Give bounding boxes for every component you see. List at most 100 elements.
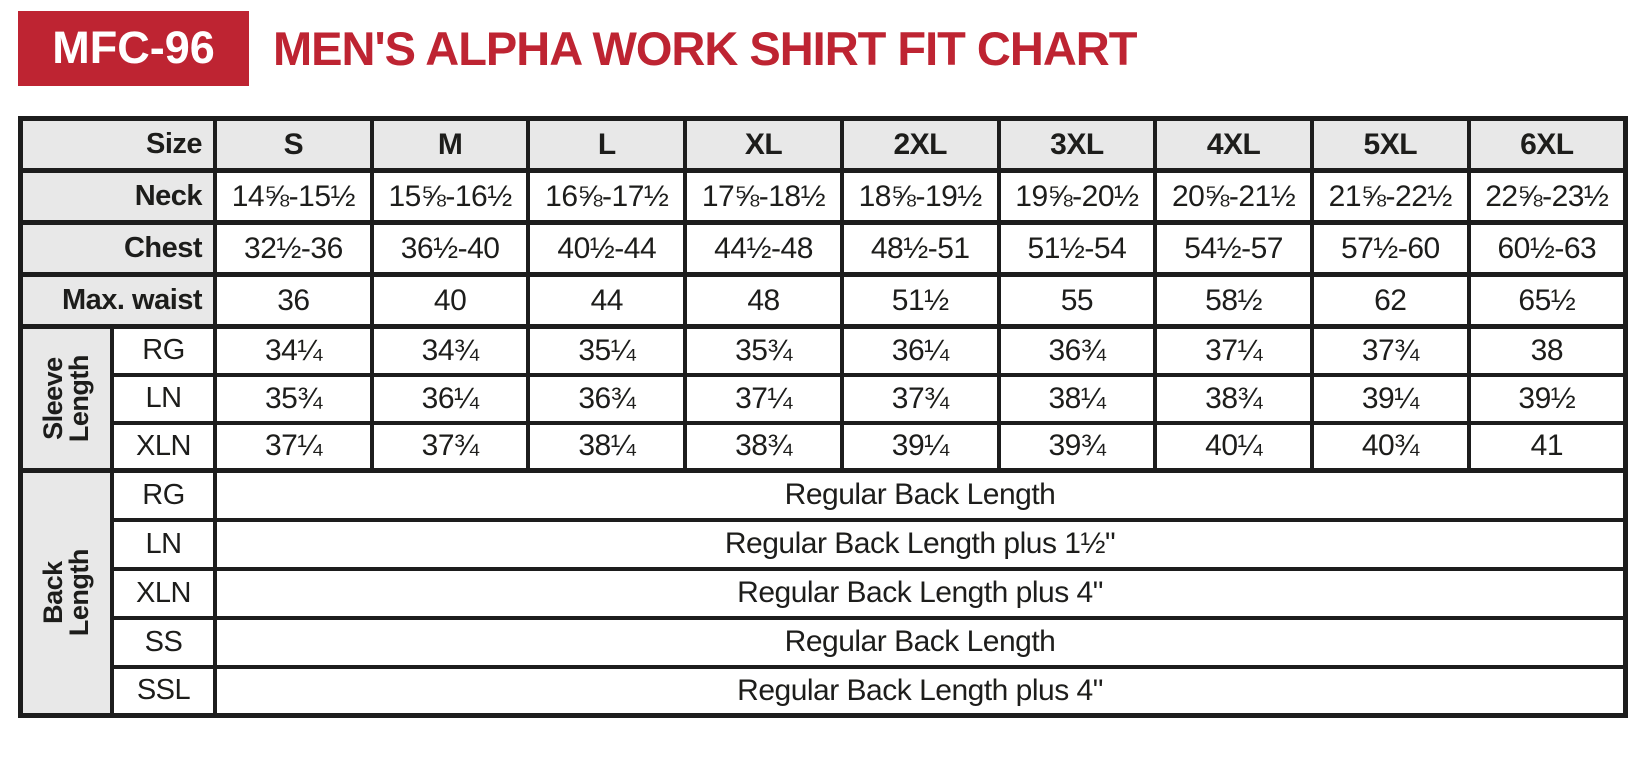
sleeve-xln-value: 39¾ xyxy=(996,421,1158,473)
sleeve-rg-value: 34¼ xyxy=(213,324,374,377)
sleeve-ln-value: 38¼ xyxy=(996,373,1158,425)
sleeve-xln-row: XLN 37¼ 37¾ 38¼ 38¾ 39¼ 39¾ 40¼ 40¾ 41 xyxy=(21,421,1628,473)
size-col-header-xl: XL xyxy=(683,116,844,173)
sleeve-length-section-label: Sleeve Length xyxy=(18,324,114,473)
max-waist-value: 40 xyxy=(369,272,531,329)
back-ssl-text: Regular Back Length plus 4" xyxy=(213,665,1628,718)
sleeve-xln-value: 39¼ xyxy=(839,421,1001,473)
sleeve-length-rotated-text: Sleeve Length xyxy=(37,354,94,442)
sleeve-rg-value: 36¼ xyxy=(839,324,1001,377)
max-waist-row-label: Max. waist xyxy=(18,272,218,329)
neck-value: 18⅝-19½ xyxy=(839,168,1001,225)
chest-value: 54½-57 xyxy=(1153,220,1314,277)
max-waist-value: 51½ xyxy=(839,272,1001,329)
back-ln-label: LN xyxy=(109,518,218,571)
back-xln-label: XLN xyxy=(109,567,218,620)
sleeve-rg-value: 35¾ xyxy=(683,324,844,377)
size-col-header-m: M xyxy=(369,116,531,173)
back-rg-row: Back Length RG Regular Back Length xyxy=(18,468,1628,718)
chest-value: 51½-54 xyxy=(996,220,1158,277)
size-col-header-6xl: 6XL xyxy=(1466,116,1628,173)
back-rg-text: Regular Back Length xyxy=(213,468,1628,522)
sleeve-ln-value: 38¾ xyxy=(1153,373,1314,425)
sleeve-ln-row: LN 35¾ 36¼ 36¾ 37¼ 37¾ 38¼ 38¾ 39¼ 39½ xyxy=(21,373,1628,425)
back-length-section-label: Back Length xyxy=(18,468,114,718)
sleeve-rg-row: Sleeve Length RG 34¼ 34¾ 35¼ 35¾ 36¼ 36¾… xyxy=(18,324,1628,473)
chest-value: 40½-44 xyxy=(526,220,688,277)
fit-chart-table: Size S M L XL 2XL 3XL 4XL 5XL 6XL Neck 1… xyxy=(18,116,1628,718)
size-col-header-4xl: 4XL xyxy=(1153,116,1314,173)
page-title: MEN'S ALPHA WORK SHIRT FIT CHART xyxy=(273,21,1137,75)
neck-value: 16⅝-17½ xyxy=(526,168,688,225)
max-waist-value: 62 xyxy=(1309,272,1471,329)
max-waist-value: 48 xyxy=(683,272,844,329)
neck-value: 19⅝-20½ xyxy=(996,168,1158,225)
product-code-badge: MFC-96 xyxy=(18,10,249,86)
sleeve-xln-value: 37¼ xyxy=(213,421,374,473)
back-rg-label: RG xyxy=(109,468,218,522)
sleeve-xln-value: 38¼ xyxy=(526,421,688,473)
neck-value: 14⅝-15½ xyxy=(213,168,374,225)
sleeve-ln-value: 37¾ xyxy=(839,373,1001,425)
sleeve-ln-value: 37¼ xyxy=(683,373,844,425)
chest-row-label: Chest xyxy=(18,220,218,277)
size-row-label: Size xyxy=(18,116,218,173)
back-ln-text: Regular Back Length plus 1½" xyxy=(213,518,1628,571)
sleeve-ln-value: 36¾ xyxy=(526,373,688,425)
max-waist-row: Max. waist 36 40 44 48 51½ 55 58½ 62 65½ xyxy=(18,272,1628,329)
max-waist-value: 44 xyxy=(526,272,688,329)
size-col-header-3xl: 3XL xyxy=(996,116,1158,173)
fit-chart-page: MFC-96 MEN'S ALPHA WORK SHIRT FIT CHART … xyxy=(18,10,1628,718)
chest-value: 32½-36 xyxy=(213,220,374,277)
back-ln-row: LN Regular Back Length plus 1½" xyxy=(21,518,1628,571)
sleeve-xln-value: 40¾ xyxy=(1309,421,1471,473)
sleeve-xln-value: 40¼ xyxy=(1153,421,1314,473)
neck-value: 21⅝-22½ xyxy=(1309,168,1471,225)
chart-header: MFC-96 MEN'S ALPHA WORK SHIRT FIT CHART xyxy=(18,10,1628,86)
size-col-header-l: L xyxy=(526,116,688,173)
sleeve-rg-value: 38 xyxy=(1466,324,1628,377)
back-ss-label: SS xyxy=(109,616,218,669)
chest-value: 36½-40 xyxy=(369,220,531,277)
chest-value: 57½-60 xyxy=(1309,220,1471,277)
sleeve-rg-value: 36¾ xyxy=(996,324,1158,377)
sleeve-ln-value: 35¾ xyxy=(213,373,374,425)
chest-value: 44½-48 xyxy=(683,220,844,277)
back-ssl-label: SSL xyxy=(109,665,218,718)
size-col-header-2xl: 2XL xyxy=(839,116,1001,173)
sleeve-rg-label: RG xyxy=(109,324,218,377)
max-waist-value: 55 xyxy=(996,272,1158,329)
size-header-row: Size S M L XL 2XL 3XL 4XL 5XL 6XL xyxy=(18,116,1628,173)
chest-value: 48½-51 xyxy=(839,220,1001,277)
max-waist-value: 36 xyxy=(213,272,374,329)
sleeve-ln-label: LN xyxy=(109,373,218,425)
chest-row: Chest 32½-36 36½-40 40½-44 44½-48 48½-51… xyxy=(18,220,1628,277)
neck-value: 17⅝-18½ xyxy=(683,168,844,225)
sleeve-rg-value: 35¼ xyxy=(526,324,688,377)
sleeve-rg-value: 37¾ xyxy=(1309,324,1471,377)
back-xln-row: XLN Regular Back Length plus 4" xyxy=(21,567,1628,620)
sleeve-rg-value: 37¼ xyxy=(1153,324,1314,377)
neck-value: 20⅝-21½ xyxy=(1153,168,1314,225)
max-waist-value: 58½ xyxy=(1153,272,1314,329)
back-length-rotated-text: Back Length xyxy=(37,549,94,637)
sleeve-xln-value: 37¾ xyxy=(369,421,531,473)
neck-value: 22⅝-23½ xyxy=(1466,168,1628,225)
sleeve-xln-label: XLN xyxy=(109,421,218,473)
back-ss-row: SS Regular Back Length xyxy=(21,616,1628,669)
size-col-header-5xl: 5XL xyxy=(1309,116,1471,173)
sleeve-ln-value: 36¼ xyxy=(369,373,531,425)
back-ss-text: Regular Back Length xyxy=(213,616,1628,669)
max-waist-value: 65½ xyxy=(1466,272,1628,329)
sleeve-xln-value: 41 xyxy=(1466,421,1628,473)
neck-row: Neck 14⅝-15½ 15⅝-16½ 16⅝-17½ 17⅝-18½ 18⅝… xyxy=(18,168,1628,225)
sleeve-ln-value: 39¼ xyxy=(1309,373,1471,425)
neck-row-label: Neck xyxy=(18,168,218,225)
chest-value: 60½-63 xyxy=(1466,220,1628,277)
back-ssl-row: SSL Regular Back Length plus 4" xyxy=(21,665,1628,718)
sleeve-rg-value: 34¾ xyxy=(369,324,531,377)
sleeve-xln-value: 38¾ xyxy=(683,421,844,473)
size-col-header-s: S xyxy=(213,116,374,173)
sleeve-ln-value: 39½ xyxy=(1466,373,1628,425)
back-xln-text: Regular Back Length plus 4" xyxy=(213,567,1628,620)
